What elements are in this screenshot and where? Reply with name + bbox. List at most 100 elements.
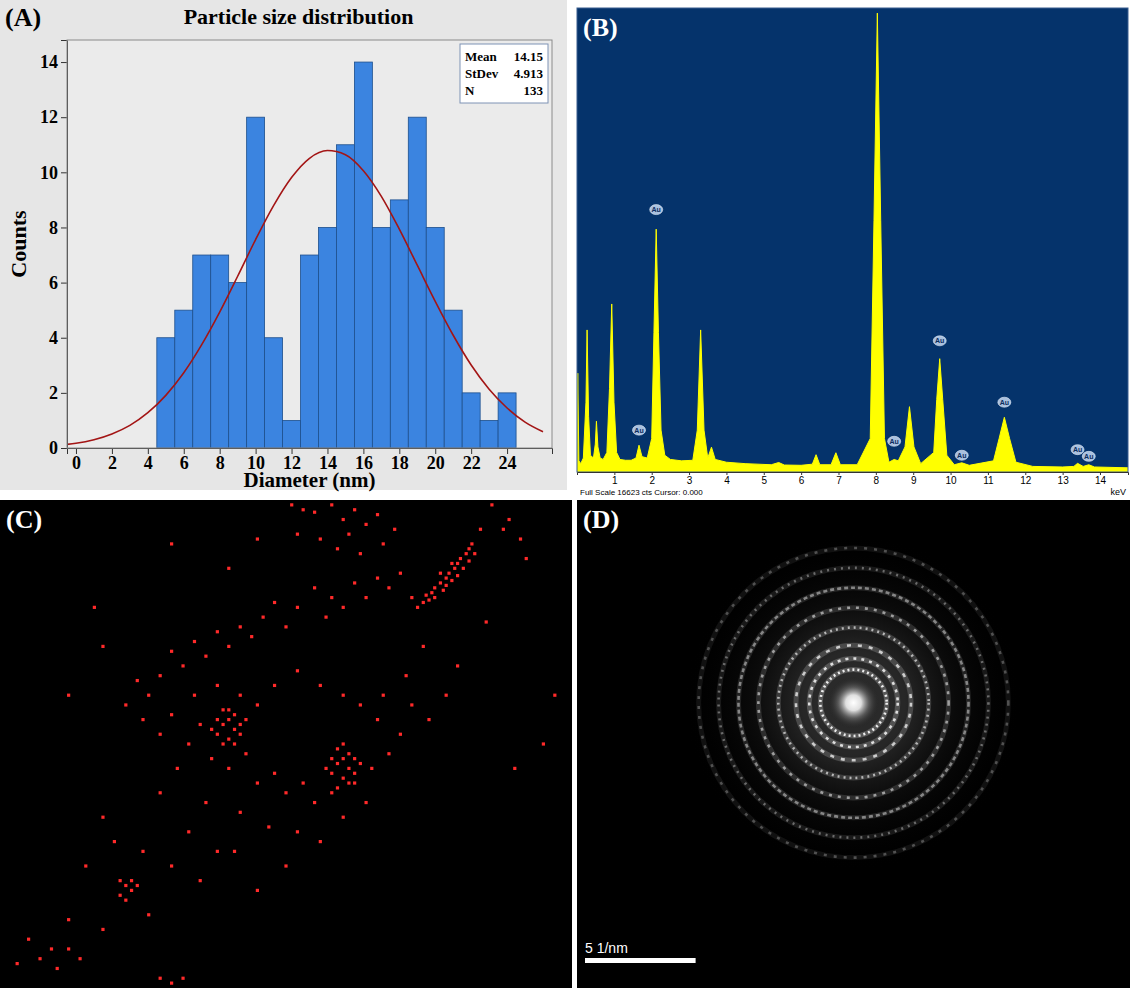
point <box>447 572 450 575</box>
marks <box>577 13 1128 472</box>
tick: 11 <box>983 472 994 486</box>
plot-frame <box>67 40 552 448</box>
tick-label: 12 <box>40 107 58 127</box>
point <box>430 591 433 594</box>
tick-label: 24 <box>499 453 517 473</box>
point <box>376 718 379 721</box>
point <box>427 598 430 601</box>
point <box>342 694 345 697</box>
tick: 2 <box>49 383 67 403</box>
point <box>227 567 230 570</box>
point <box>410 596 413 599</box>
point <box>239 625 242 628</box>
tick: 0 <box>49 438 67 458</box>
point <box>239 694 242 697</box>
point <box>445 584 448 587</box>
point <box>216 718 219 721</box>
annotation-badge <box>998 397 1011 407</box>
central-beam <box>828 677 880 729</box>
ring-group <box>699 548 1009 858</box>
point <box>210 728 213 731</box>
ring-group <box>719 568 989 838</box>
ring <box>778 628 928 778</box>
point <box>233 742 236 745</box>
point <box>221 723 224 726</box>
point <box>525 557 528 560</box>
annotation: Au <box>957 452 966 459</box>
bar <box>462 393 480 448</box>
point <box>347 533 350 536</box>
tick: 6 <box>799 472 805 486</box>
point <box>393 528 396 531</box>
point <box>467 547 470 550</box>
tick: 12 <box>40 107 67 127</box>
point <box>227 738 230 741</box>
tick-label: 12 <box>1020 475 1032 486</box>
annotations: AuAuAuAuAuAuAuAu <box>633 205 1096 462</box>
point <box>342 816 345 819</box>
point <box>470 542 473 545</box>
point <box>422 601 425 604</box>
point <box>284 791 287 794</box>
tick-label: 2 <box>649 475 655 486</box>
tick-mark <box>61 172 67 173</box>
tick-label: 4 <box>49 328 58 348</box>
point <box>433 586 436 589</box>
tick-mark <box>61 62 67 63</box>
point <box>119 879 122 882</box>
legend-value: 133 <box>524 83 544 98</box>
point <box>519 537 522 540</box>
point <box>273 772 276 775</box>
figure: 02468101214161820222402468101214Particle… <box>0 0 1130 988</box>
point <box>136 884 139 887</box>
point <box>296 830 299 833</box>
legend-label: N <box>465 83 475 98</box>
tick: 2 <box>649 472 655 486</box>
point <box>445 576 448 579</box>
plot-background <box>67 40 552 448</box>
point <box>376 513 379 516</box>
tick-label: 11 <box>983 475 994 486</box>
tick-label: 6 <box>799 475 805 486</box>
ring-group <box>758 608 948 798</box>
annotation-badge <box>933 336 946 346</box>
bar <box>336 145 354 448</box>
bar <box>408 117 426 448</box>
point <box>124 703 127 706</box>
tick-label: 2 <box>108 453 117 473</box>
point <box>119 894 122 897</box>
x-axis-title: keV <box>1110 487 1126 497</box>
point <box>273 684 276 687</box>
legend-label: Mean <box>465 49 498 64</box>
point <box>353 781 356 784</box>
point <box>313 801 316 804</box>
tick-mark <box>61 448 67 449</box>
point <box>319 840 322 843</box>
tick-label: 3 <box>687 475 693 486</box>
bar <box>265 338 283 448</box>
panel: 1234567891011121314AuAuAuAuAuAuAuAuFull … <box>577 8 1129 497</box>
point <box>170 982 173 985</box>
point <box>256 703 259 706</box>
point <box>221 742 224 745</box>
tick: 8 <box>216 448 225 473</box>
tick-label: 6 <box>180 453 189 473</box>
legend-label: StDev <box>465 66 499 81</box>
point <box>473 552 476 555</box>
point <box>256 537 259 540</box>
point <box>181 664 184 667</box>
tick: 0 <box>72 448 81 473</box>
point <box>244 718 247 721</box>
scale-bar <box>585 958 696 963</box>
diffuse-glow <box>684 533 1024 873</box>
point <box>342 777 345 780</box>
point <box>370 767 373 770</box>
ring-group <box>820 670 886 736</box>
point <box>56 967 59 970</box>
point <box>410 703 413 706</box>
ring <box>758 608 948 798</box>
point <box>233 713 236 716</box>
annotation: Au <box>889 438 898 445</box>
point <box>233 728 236 731</box>
panel: 02468101214161820222402468101214Particle… <box>0 0 567 492</box>
